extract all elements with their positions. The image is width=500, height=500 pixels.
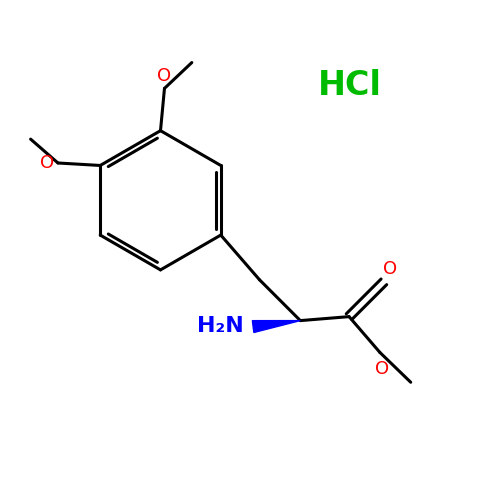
Text: O: O xyxy=(40,154,54,172)
Text: H₂N: H₂N xyxy=(198,316,244,336)
Polygon shape xyxy=(252,320,300,332)
Text: HCl: HCl xyxy=(318,70,382,102)
Text: O: O xyxy=(376,360,390,378)
Text: O: O xyxy=(158,67,172,85)
Text: O: O xyxy=(383,260,397,278)
